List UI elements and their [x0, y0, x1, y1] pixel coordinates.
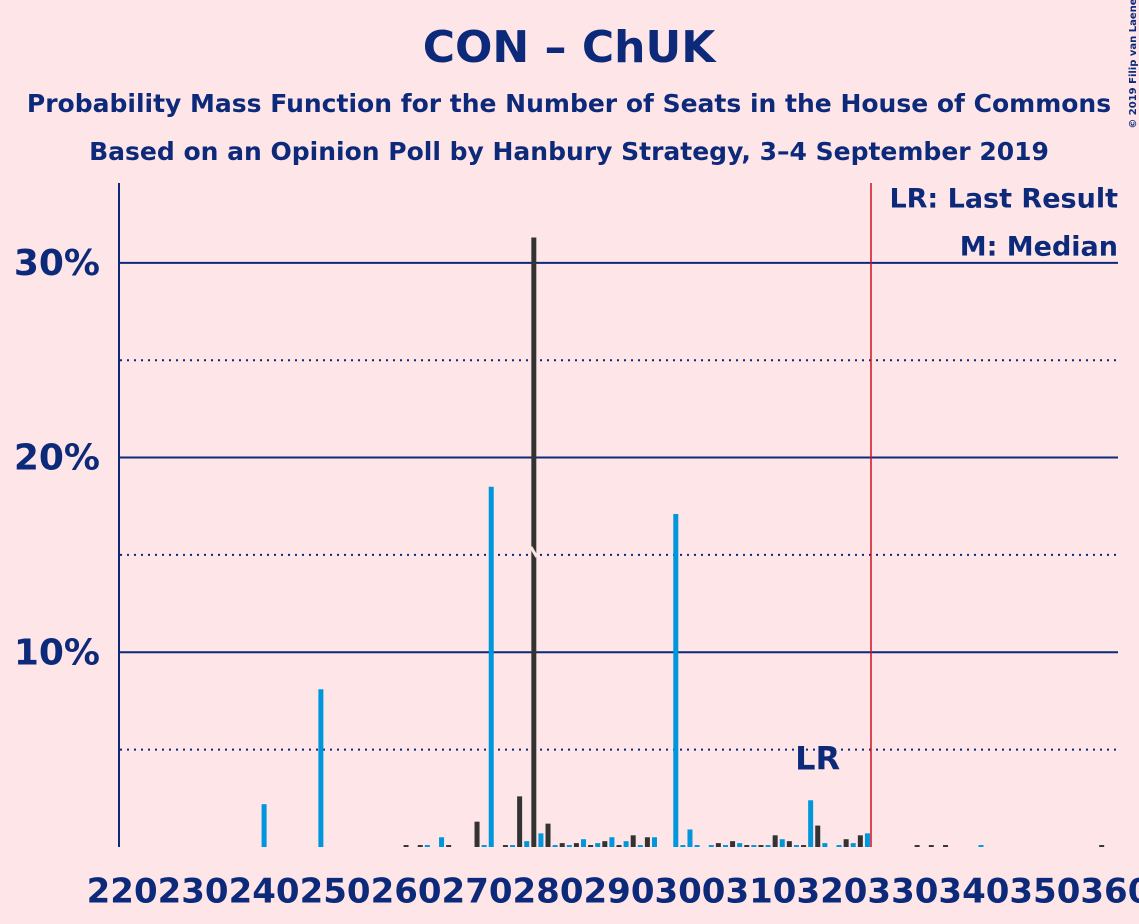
bar: [978, 845, 984, 847]
bar: [559, 843, 565, 847]
bar: [815, 825, 821, 847]
bar: [261, 804, 267, 847]
bar: [630, 835, 636, 847]
bar: [822, 843, 828, 847]
copyright: © 2019 Filip van Laenen: [1128, 0, 1139, 129]
bar: [502, 845, 508, 847]
bar: [318, 689, 324, 847]
bar: [779, 839, 785, 847]
legend-entry: LR: Last Result: [889, 184, 1118, 215]
bar: [609, 837, 615, 847]
bar: [439, 837, 445, 847]
bar: [581, 839, 587, 847]
bar: [573, 843, 579, 847]
chart-title: CON – ChUK: [423, 22, 718, 73]
median-marker: [529, 546, 539, 558]
bar: [588, 845, 594, 847]
bar: [616, 845, 622, 847]
x-tick-label: 350: [1009, 872, 1080, 912]
x-tick-label: 280: [513, 872, 584, 912]
x-tick-label: 320: [796, 872, 867, 912]
chart-subtitle: Probability Mass Function for the Number…: [27, 89, 1111, 118]
bar: [772, 835, 778, 847]
bar: [524, 841, 530, 847]
bar: [836, 845, 842, 847]
bar: [786, 841, 792, 847]
bar: [793, 845, 799, 847]
bar: [595, 843, 601, 847]
chart-subtitle: Based on an Opinion Poll by Hanbury Stra…: [89, 137, 1049, 166]
bar: [517, 796, 523, 847]
x-tick-label: 330: [867, 872, 938, 912]
bar: [864, 833, 870, 847]
bar: [552, 845, 558, 847]
bar: [680, 845, 686, 847]
bar: [943, 845, 949, 847]
bar: [765, 845, 771, 847]
bar: [673, 514, 679, 847]
x-tick-label: 290: [584, 872, 655, 912]
bar: [1099, 845, 1105, 847]
bar: [417, 845, 423, 847]
x-tick-label: 300: [654, 872, 725, 912]
bar: [446, 845, 452, 847]
bar: [687, 829, 693, 847]
bar: [857, 835, 863, 847]
x-tick-label: 310: [725, 872, 796, 912]
bar: [424, 845, 430, 847]
x-tick-label: 230: [158, 872, 229, 912]
bar: [602, 841, 608, 847]
bar: [843, 839, 849, 847]
bar: [708, 845, 714, 847]
bar: [510, 845, 516, 847]
x-tick-label: 270: [442, 872, 513, 912]
bar: [744, 845, 750, 847]
bar: [850, 843, 856, 847]
x-tick-label: 340: [938, 872, 1009, 912]
bar: [545, 823, 551, 847]
bar: [928, 845, 934, 847]
bar: [914, 845, 920, 847]
bar: [623, 841, 629, 847]
bar: [694, 845, 700, 847]
bar: [730, 841, 736, 847]
bar: [538, 833, 544, 847]
x-tick-label: 260: [371, 872, 442, 912]
bar: [737, 843, 743, 847]
y-tick-label: 10%: [14, 632, 100, 673]
bar: [403, 845, 409, 847]
x-tick-label: 220: [87, 872, 158, 912]
last-result-label: LR: [795, 739, 840, 777]
bar: [758, 845, 764, 847]
y-tick-label: 30%: [14, 243, 100, 284]
bar: [651, 837, 657, 847]
x-tick-label: 250: [300, 872, 371, 912]
bar: [637, 845, 643, 847]
legend-entry: M: Median: [960, 232, 1118, 263]
bar: [715, 843, 721, 847]
x-tick-label: 240: [229, 872, 300, 912]
x-tick-label: 360: [1080, 872, 1139, 912]
bar: [722, 845, 728, 847]
bar: [644, 837, 650, 847]
bar: [531, 237, 537, 848]
bar: [481, 845, 487, 847]
y-tick-label: 20%: [14, 438, 100, 479]
bar: [801, 845, 807, 847]
bar: [808, 800, 814, 847]
bar: [751, 845, 757, 847]
bar: [488, 486, 494, 847]
bar: [566, 845, 572, 847]
bar: [474, 821, 480, 847]
